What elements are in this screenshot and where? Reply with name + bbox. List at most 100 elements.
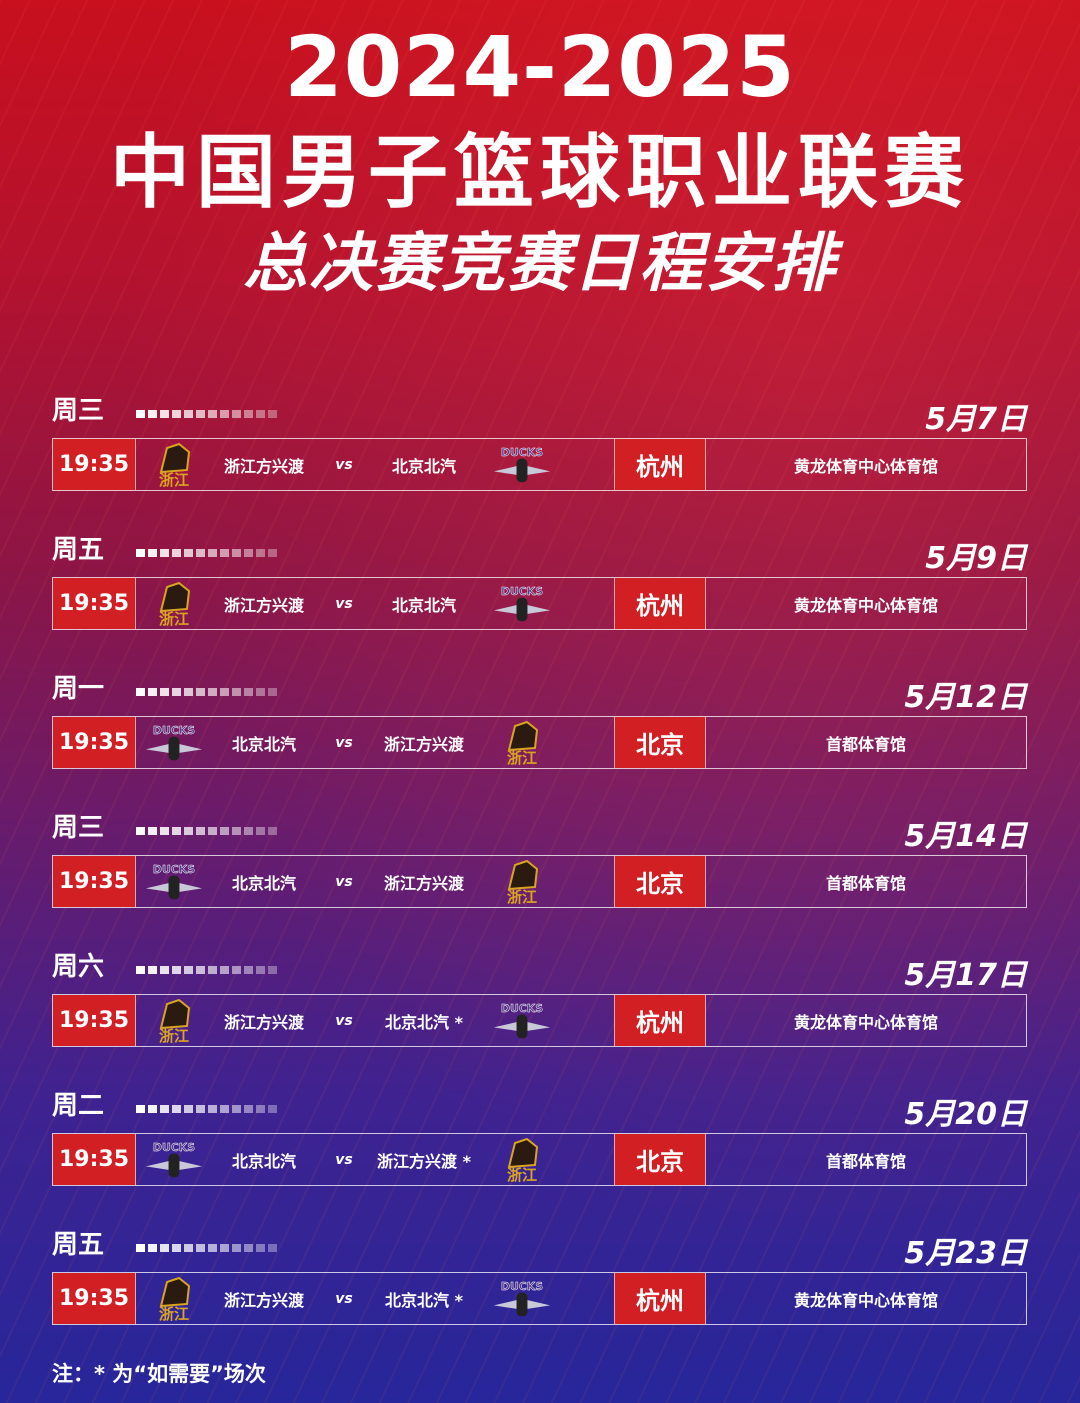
venue: 黄龙体育中心体育馆 xyxy=(793,1012,938,1032)
dot xyxy=(220,1105,229,1113)
host-city: 北京 xyxy=(614,1134,706,1185)
host-city: 杭州 xyxy=(614,439,706,490)
game-block: 周六 5月17日 19:35 浙江 浙江方兴渡 vs 北京北汽 * DUCKS … xyxy=(52,946,1027,1076)
game-time: 19:35 xyxy=(53,1273,136,1324)
away-team: 北京北汽 * xyxy=(385,1012,463,1032)
dot xyxy=(268,688,277,696)
dot xyxy=(268,410,277,418)
dot xyxy=(196,1244,205,1252)
dot xyxy=(160,549,169,557)
away-team: 浙江方兴渡 xyxy=(383,873,464,893)
dot xyxy=(148,827,157,835)
vs-label: vs xyxy=(335,1151,353,1168)
dot xyxy=(136,410,145,418)
dot xyxy=(208,549,217,557)
dot xyxy=(220,1244,229,1252)
dot xyxy=(244,410,253,418)
svg-text:DUCKS: DUCKS xyxy=(501,445,543,458)
dot xyxy=(208,410,217,418)
svg-text:浙江: 浙江 xyxy=(507,888,537,905)
dot xyxy=(256,549,265,557)
game-block: 周三 5月14日 19:35 DUCKS 北京北汽 vs 浙江方兴渡 浙江 北京… xyxy=(52,807,1027,937)
venue: 首都体育馆 xyxy=(825,734,906,754)
host-city: 北京 xyxy=(614,856,706,907)
away-team: 北京北汽 xyxy=(391,456,456,476)
game-time: 19:35 xyxy=(53,1134,136,1185)
dot xyxy=(268,966,277,974)
game-date: 5月23日 xyxy=(904,1236,1027,1271)
dot xyxy=(172,688,181,696)
dot xyxy=(136,1244,145,1252)
season-title: 2024-2025 xyxy=(284,18,796,116)
game-time: 19:35 xyxy=(53,439,136,490)
beijing-logo-icon: DUCKS xyxy=(492,998,552,1044)
weekday: 周一 xyxy=(52,674,105,704)
weekday: 周五 xyxy=(52,1230,105,1260)
vs-label: vs xyxy=(335,734,353,751)
zhejiang-logo-icon: 浙江 xyxy=(144,581,204,627)
dot xyxy=(160,1244,169,1252)
home-team: 北京北汽 xyxy=(231,873,296,893)
dot xyxy=(208,1244,217,1252)
dot xyxy=(172,1105,181,1113)
dot xyxy=(244,688,253,696)
venue: 黄龙体育中心体育馆 xyxy=(793,595,938,615)
game-date: 5月9日 xyxy=(925,541,1027,576)
beijing-logo-icon: DUCKS xyxy=(492,581,552,627)
venue: 黄龙体育中心体育馆 xyxy=(793,1290,938,1310)
svg-text:DUCKS: DUCKS xyxy=(153,1140,195,1153)
dot xyxy=(232,688,241,696)
footnote: 注：* 为“如需要”场次 xyxy=(52,1362,266,1386)
dot xyxy=(268,1244,277,1252)
dot xyxy=(184,688,193,696)
away-team: 浙江方兴渡 xyxy=(383,734,464,754)
dot xyxy=(172,549,181,557)
vs-label: vs xyxy=(335,873,353,890)
home-team: 浙江方兴渡 xyxy=(223,456,304,476)
away-team: 北京北汽 * xyxy=(385,1290,463,1310)
dot xyxy=(160,688,169,696)
game-block: 周五 5月23日 19:35 浙江 浙江方兴渡 vs 北京北汽 * DUCKS … xyxy=(52,1224,1027,1354)
weekday: 周二 xyxy=(52,1091,105,1121)
league-title: 中国男子篮球职业联赛 xyxy=(110,126,970,219)
home-team: 北京北汽 xyxy=(231,734,296,754)
host-city: 杭州 xyxy=(614,578,706,629)
dot xyxy=(160,1105,169,1113)
host-city: 杭州 xyxy=(614,1273,706,1324)
game-date: 5月12日 xyxy=(904,680,1027,715)
svg-text:浙江: 浙江 xyxy=(159,471,189,488)
dot xyxy=(256,827,265,835)
game-row: 19:35 浙江 浙江方兴渡 vs 北京北汽 DUCKS 杭州 黄龙体育中心体育… xyxy=(52,577,1027,630)
dot xyxy=(160,827,169,835)
svg-text:DUCKS: DUCKS xyxy=(153,723,195,736)
dot xyxy=(184,966,193,974)
host-city: 北京 xyxy=(614,717,706,768)
dot xyxy=(244,1105,253,1113)
dot-divider xyxy=(136,966,277,974)
dot-divider xyxy=(136,1105,277,1113)
dot xyxy=(208,966,217,974)
game-date: 5月20日 xyxy=(904,1097,1027,1132)
dot xyxy=(136,966,145,974)
dot xyxy=(148,410,157,418)
dot xyxy=(268,827,277,835)
dot-divider xyxy=(136,827,277,835)
home-team: 北京北汽 xyxy=(231,1151,296,1171)
dot xyxy=(196,688,205,696)
dot xyxy=(148,549,157,557)
vs-label: vs xyxy=(335,595,353,612)
game-block: 周五 5月9日 19:35 浙江 浙江方兴渡 vs 北京北汽 DUCKS 杭州 … xyxy=(52,529,1027,659)
dot xyxy=(136,1105,145,1113)
dot xyxy=(232,827,241,835)
away-team: 浙江方兴渡 * xyxy=(377,1151,471,1171)
game-row: 19:35 DUCKS 北京北汽 vs 浙江方兴渡 浙江 北京 首都体育馆 xyxy=(52,855,1027,908)
zhejiang-logo-icon: 浙江 xyxy=(144,1276,204,1322)
dot-divider xyxy=(136,410,277,418)
dot xyxy=(256,966,265,974)
svg-text:DUCKS: DUCKS xyxy=(501,584,543,597)
svg-text:浙江: 浙江 xyxy=(507,749,537,766)
dot xyxy=(244,827,253,835)
dot xyxy=(172,827,181,835)
venue: 首都体育馆 xyxy=(825,873,906,893)
dot xyxy=(160,966,169,974)
